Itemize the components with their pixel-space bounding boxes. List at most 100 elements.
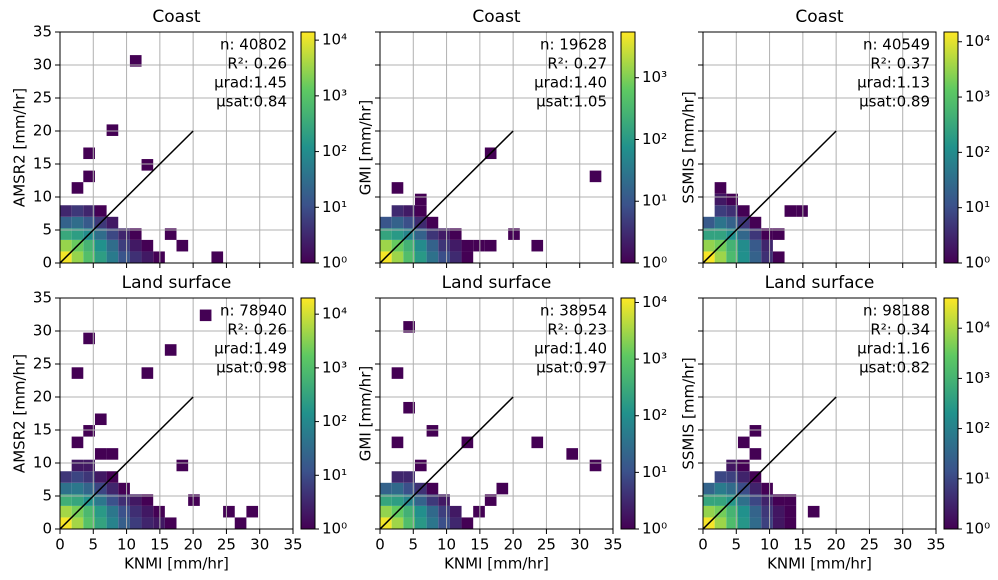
hist-cell	[391, 251, 404, 263]
hist-cell	[414, 459, 427, 472]
hist-cell	[796, 205, 808, 217]
panel-title: Land surface	[765, 273, 875, 293]
hist-cell	[749, 482, 762, 495]
x-tick-label: 35	[283, 536, 302, 554]
identity-line	[59, 130, 194, 264]
stat-annotation: μrad:1.40	[534, 74, 607, 92]
hist-cell	[391, 436, 404, 449]
hist-cell	[414, 505, 427, 518]
hist-cell	[726, 517, 738, 529]
y-axis-label: GMI [mm/hr]	[357, 366, 375, 461]
x-tick-label: 20	[504, 536, 523, 554]
stat-annotation: n: 98188	[863, 302, 930, 320]
hist-cell	[391, 482, 404, 495]
x-axis-label: KNMI [mm/hr]	[767, 555, 872, 573]
hist-cell	[141, 367, 154, 379]
hist-cell	[714, 471, 727, 483]
hist-cell	[83, 482, 95, 495]
hist-cell	[737, 517, 750, 529]
panel: 0 5 10 15 20 25 30 35 Land surface GMI [mm/hr] KNM…	[357, 273, 668, 573]
hist-cell	[761, 482, 773, 495]
hist-cell	[761, 228, 773, 240]
colorbar-tick-label: 10⁰	[642, 520, 667, 538]
colorbar-tick-label: 10⁰	[322, 520, 347, 538]
hist-cell	[199, 309, 212, 322]
hist-cell	[391, 367, 404, 379]
hist-cell	[83, 205, 95, 217]
colorbar-tick-label: 10²	[965, 143, 990, 161]
hist-cell	[714, 494, 727, 506]
hist-cell	[164, 517, 177, 529]
colorbar	[943, 297, 959, 530]
hist-cell	[426, 239, 439, 252]
hist-cell	[60, 494, 72, 506]
hist-cell	[60, 205, 72, 217]
identity-line	[379, 130, 514, 264]
hist-cell	[438, 517, 450, 529]
hist-cell	[531, 436, 544, 449]
hist-cell	[391, 517, 404, 529]
y-tick-label: 30	[33, 322, 52, 340]
hist-cell	[461, 517, 474, 529]
hist-cell	[508, 228, 520, 240]
hist-cell	[726, 251, 738, 263]
hist-cell	[71, 216, 84, 229]
panel-title: Coast	[472, 7, 521, 27]
hist-cell	[380, 239, 392, 252]
hist-cell	[71, 228, 84, 240]
stat-annotation: n: 40549	[863, 36, 930, 54]
hist-cell	[83, 216, 95, 229]
x-tick-label: 15	[150, 536, 169, 554]
x-tick-label: 35	[603, 536, 622, 554]
hist-cell	[461, 251, 474, 263]
hist-cell	[589, 459, 602, 472]
hist-cell	[703, 505, 715, 518]
hist-cell	[164, 344, 177, 356]
stat-annotation: μsat:1.05	[536, 93, 607, 111]
stat-annotation: μsat:0.98	[216, 359, 287, 377]
hist-cell	[391, 216, 404, 229]
hist-cell	[380, 505, 392, 518]
hist-cell	[106, 216, 119, 229]
hist-cell	[426, 425, 439, 437]
colorbar	[620, 31, 636, 264]
x-tick-label: 0	[55, 536, 65, 554]
colorbar	[943, 31, 959, 264]
hist-cell	[714, 482, 727, 495]
colorbar-tick-label: 10³	[965, 88, 990, 106]
hist-cell	[391, 494, 404, 506]
colorbar-tick-label: 10¹	[322, 466, 347, 484]
axes-frame	[702, 297, 937, 530]
y-tick-label: 0	[42, 254, 52, 272]
hist-cell	[106, 482, 119, 495]
hist-cell	[438, 239, 450, 252]
hist-cell	[71, 367, 84, 379]
y-tick-label: 25	[33, 355, 52, 373]
stat-annotation: n: 78940	[220, 302, 287, 320]
hist-cell	[129, 55, 142, 67]
colorbar	[620, 297, 636, 530]
hist-cell	[749, 251, 762, 263]
identity-line	[702, 130, 837, 264]
stat-annotation: R²: 0.34	[870, 321, 930, 339]
hist-cell	[449, 517, 462, 529]
hist-cell	[749, 228, 762, 240]
hist-cell	[118, 251, 130, 263]
colorbar-tick-label: 10³	[642, 68, 667, 86]
hist-cell	[211, 251, 224, 263]
hist-cell	[403, 251, 415, 263]
hist-cell	[749, 239, 762, 252]
hist-cell	[484, 239, 497, 252]
colorbar-tick-label: 10⁴	[642, 293, 667, 311]
y-tick-label: 0	[42, 520, 52, 538]
colorbar-tick-label: 10²	[642, 130, 667, 148]
x-tick-label: 30	[570, 536, 589, 554]
hist-cell	[141, 517, 154, 529]
hist-cell	[83, 332, 95, 345]
hist-cell	[473, 505, 485, 518]
colorbar-tick-label: 10²	[642, 406, 667, 424]
hist-cell	[761, 251, 773, 263]
hist-cell	[71, 482, 84, 495]
hist-cell	[426, 216, 439, 229]
hist-cell	[246, 505, 259, 518]
